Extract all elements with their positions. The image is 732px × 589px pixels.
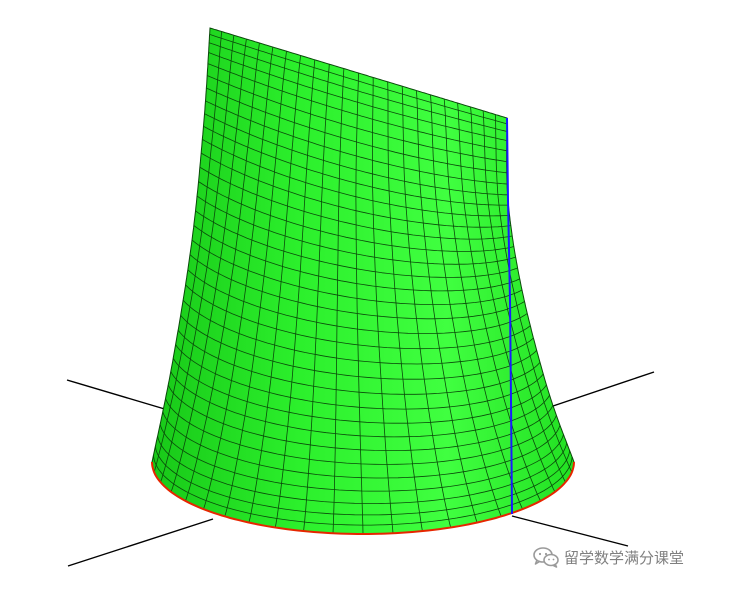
- mesh-row-line: [209, 34, 508, 125]
- mesh-row-line: [199, 166, 513, 240]
- mesh-row-line: [167, 384, 554, 451]
- mesh-row-line: [162, 411, 561, 479]
- axis-line-right-back: [552, 371, 655, 407]
- surface-fill: [152, 28, 574, 534]
- mesh-row-line: [177, 329, 541, 395]
- axis-line-left-back: [66, 379, 169, 411]
- mesh-row-line: [182, 299, 534, 365]
- mesh-row-line: [198, 181, 515, 252]
- axis-line-right-front: [511, 515, 629, 547]
- wechat-icon: [533, 547, 559, 568]
- mesh-row-line: [206, 87, 507, 174]
- axis-line-left-front: [67, 518, 214, 567]
- axes-back: [66, 371, 655, 411]
- base-curve: [151, 461, 575, 535]
- mesh-row-line: [204, 113, 508, 196]
- mesh-row-line: [193, 225, 520, 292]
- mesh-row-line: [207, 75, 507, 162]
- mesh-row-line: [159, 424, 564, 492]
- mesh-row-line: [157, 436, 568, 504]
- mesh-row-line: [195, 210, 518, 278]
- mesh-row-line: [208, 52, 507, 141]
- mesh-row-line: [153, 455, 573, 526]
- mesh-row-line: [200, 152, 511, 228]
- mesh-row-line: [154, 446, 571, 516]
- watermark: 留学数学满分课堂: [532, 544, 684, 570]
- mesh-row-line: [189, 254, 525, 320]
- mesh-row-line: [203, 125, 509, 206]
- mesh-row-line: [165, 398, 557, 465]
- watermark-text: 留学数学满分课堂: [564, 548, 685, 567]
- surface-mesh: [153, 31, 573, 535]
- mesh-row-line: [202, 139, 510, 217]
- mesh-row-line: [207, 63, 507, 152]
- seam-line: [506, 117, 513, 515]
- mesh-row-line: [196, 195, 516, 265]
- axes-front: [67, 515, 629, 567]
- mesh-row-line: [208, 42, 508, 132]
- mesh-row-line: [185, 284, 531, 350]
- mesh-row-line: [205, 100, 508, 185]
- mesh-row-line: [191, 239, 523, 305]
- mesh-row-line: [180, 315, 537, 380]
- mesh-row-line: [175, 344, 544, 410]
- mesh-row-line: [170, 371, 550, 438]
- mesh-row-line: [187, 269, 528, 334]
